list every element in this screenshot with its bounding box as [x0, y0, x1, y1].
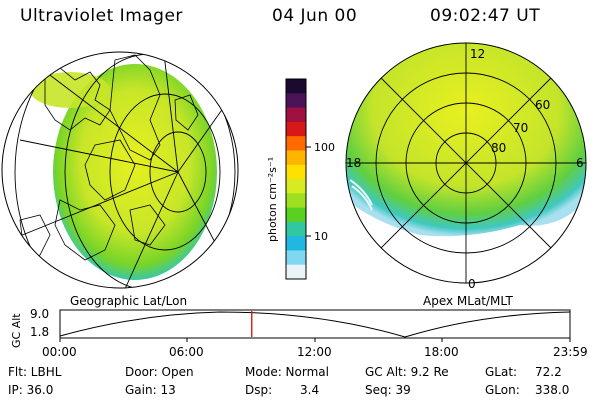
mlt-label-12: 12: [470, 47, 485, 61]
colorbar-stripe: [286, 93, 306, 109]
colorbar-stripe: [286, 179, 306, 194]
date-readout: 04 Jun 00: [272, 6, 358, 26]
timeline-xtick-0000: 00:00: [42, 345, 77, 359]
status-dsp-value: 3.4: [300, 383, 320, 397]
timeline-xtick-1800: 18:00: [424, 345, 459, 359]
timeline-xtick-1200: 12:00: [297, 345, 332, 359]
timeline-ytick-9: 9.0: [30, 307, 50, 321]
colorbar-stripe: [286, 207, 306, 223]
status-seq: Seq: 39: [365, 383, 411, 397]
mlat-label-80: 80: [491, 141, 506, 155]
status-gc-alt: GC Alt: 9.2 Re: [365, 365, 449, 379]
colorbar-stripe: [286, 107, 306, 123]
colorbar-stripe: [286, 193, 306, 209]
timeline-ytick-1-8: 1.8: [30, 325, 50, 339]
colorbar-stripe: [286, 136, 306, 151]
timeline-axis-label: GC Alt: [10, 313, 23, 348]
colorbar-stripe: [286, 221, 306, 237]
colorbar-stripe: [286, 121, 306, 137]
mlt-label-6: 6: [576, 156, 584, 170]
apex-caption: Apex MLat/MLT: [423, 294, 513, 308]
orbit-timeline: GC Alt: [10, 309, 571, 348]
colorbar-stripe: [286, 79, 306, 94]
colorbar-tick-10: 10: [314, 230, 328, 243]
status-glat-value: 72.2: [535, 365, 562, 379]
mlat-label-60: 60: [535, 98, 550, 112]
colorbar-stripe: [286, 236, 306, 251]
status-filter: Flt: LBHL: [8, 365, 62, 379]
colorbar-stripe: [286, 264, 306, 280]
status-gain: Gain: 13: [125, 383, 176, 397]
left-map-border: [1, 51, 239, 289]
timeline-xtick-2359: 23:59: [553, 345, 588, 359]
mlt-label-18: 18: [346, 156, 361, 170]
gc-alt-curve: [59, 311, 571, 338]
colorbar-tick-100: 100: [314, 141, 335, 154]
colorbar-unit-label: photon cm⁻²s⁻¹: [266, 157, 279, 242]
status-mode: Mode: Normal: [245, 365, 329, 379]
geographic-map: [1, 51, 239, 289]
mlat-label-70: 70: [513, 121, 528, 135]
status-glat-label: GLat:: [485, 365, 518, 379]
mlt-meridians: [346, 43, 586, 283]
geographic-caption: Geographic Lat/Lon: [70, 294, 188, 308]
status-door: Door: Open: [125, 365, 194, 379]
time-readout: 09:02:47 UT: [430, 6, 541, 26]
status-ip: IP: 36.0: [8, 383, 54, 397]
timeline-xtick-0600: 06:00: [169, 345, 204, 359]
mlt-label-0: 0: [468, 277, 476, 291]
colorbar: 100 10 photon cm⁻²s⁻¹: [266, 78, 335, 280]
mlt-polar-plot: 12 18 6 0 60 70 80: [345, 42, 587, 291]
status-glon-value: 338.0: [535, 383, 570, 397]
status-glon-label: GLon:: [485, 383, 520, 397]
colorbar-stripe: [286, 164, 306, 180]
timeline-frame: [59, 309, 571, 339]
app-title: Ultraviolet Imager: [20, 6, 183, 26]
timeline-ticks: [59, 338, 571, 342]
colorbar-stripe: [286, 150, 306, 166]
status-dsp-label: Dsp:: [245, 383, 273, 397]
colorbar-stripe: [286, 250, 306, 266]
